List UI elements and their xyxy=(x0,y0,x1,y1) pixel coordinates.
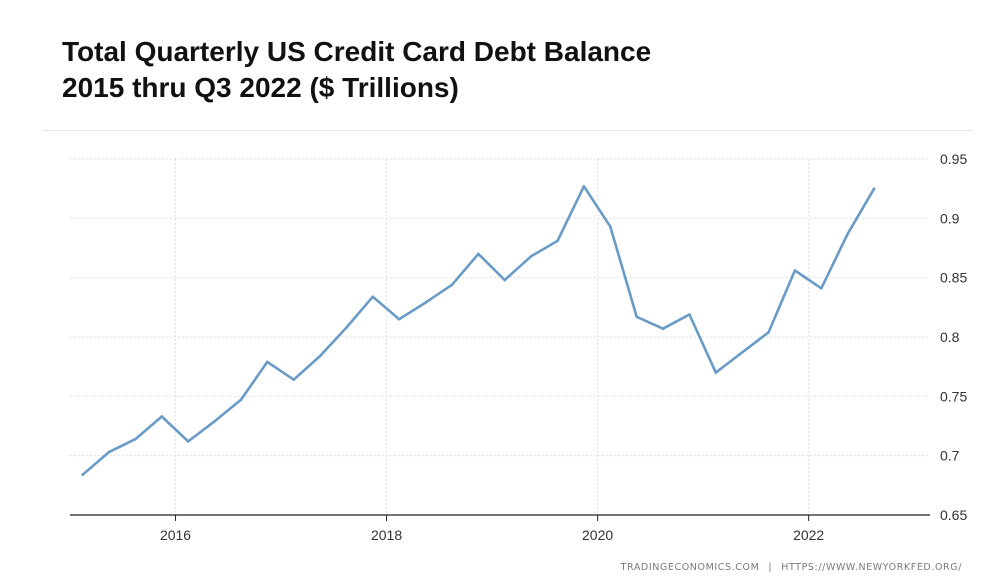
source-newyorkfed: HTTPS://WWW.NEWYORKFED.ORG/ xyxy=(781,562,962,573)
data-point xyxy=(239,398,243,402)
data-point xyxy=(81,473,84,477)
data-point xyxy=(661,327,665,330)
x-axis xyxy=(70,514,930,521)
data-point xyxy=(714,371,718,374)
data-point xyxy=(134,437,137,441)
y-tick-label: 0.7 xyxy=(940,448,960,464)
y-tick-label: 0.9 xyxy=(940,210,960,226)
data-point xyxy=(846,232,849,236)
data-point xyxy=(503,278,507,282)
y-tick-label: 0.75 xyxy=(940,388,967,404)
y-tick-labels: 0.65 0.7 0.75 0.8 0.85 0.9 0.95 xyxy=(940,151,967,523)
data-point xyxy=(371,295,375,298)
source-separator: | xyxy=(768,562,773,573)
data-point xyxy=(107,450,111,454)
data-point xyxy=(688,313,691,316)
chart-title: Total Quarterly US Credit Card Debt Bala… xyxy=(62,34,651,106)
data-point xyxy=(213,420,216,423)
data-point xyxy=(767,331,770,334)
x-tick-label: 2018 xyxy=(371,527,402,543)
data-point xyxy=(793,269,797,272)
data-point xyxy=(424,301,427,304)
chart-panel: 2016 2018 2020 2022 0.65 0.7 0.75 0.8 0.85 0.9 0.… xyxy=(42,130,972,585)
series-line xyxy=(81,184,876,477)
x-tick-label: 2016 xyxy=(160,527,191,543)
y-tick-label: 0.8 xyxy=(940,329,960,345)
y-tick-label: 0.95 xyxy=(940,151,967,167)
data-point xyxy=(318,354,322,358)
data-point xyxy=(872,187,876,190)
data-point xyxy=(609,225,612,228)
data-point xyxy=(529,255,533,258)
grid-lines xyxy=(70,158,930,515)
x-tick-label: 2022 xyxy=(793,527,824,543)
data-point xyxy=(266,360,269,364)
source-tradingeconomics: TRADINGECONOMICS.COM xyxy=(620,562,760,573)
data-point xyxy=(160,415,164,418)
data-point xyxy=(292,378,295,381)
x-tick-label: 2020 xyxy=(582,527,613,543)
data-point xyxy=(186,440,190,443)
data-point xyxy=(740,351,744,354)
data-point xyxy=(635,315,638,319)
series-layer xyxy=(81,184,876,477)
chart-title-line-2: 2015 thru Q3 2022 ($ Trillions) xyxy=(62,72,459,103)
line-chart: 2016 2018 2020 2022 0.650.70.750.80.850.90.… xyxy=(70,151,967,543)
y-tick-label: 0.85 xyxy=(940,270,967,286)
x-tick-labels: 2016 2018 2020 2022 xyxy=(160,527,824,543)
y-tick-label: 0.65 xyxy=(940,507,967,523)
source-credit: TRADINGECONOMICS.COM | HTTPS://WWW.NEWYORK… xyxy=(621,562,962,573)
chart-title-line-1: Total Quarterly US Credit Card Debt Bala… xyxy=(62,36,652,67)
data-point xyxy=(397,317,401,321)
data-point xyxy=(556,239,559,243)
data-point xyxy=(450,283,454,287)
data-point xyxy=(477,252,480,256)
data-point xyxy=(820,287,823,290)
data-point xyxy=(345,326,348,329)
data-point xyxy=(582,185,586,188)
